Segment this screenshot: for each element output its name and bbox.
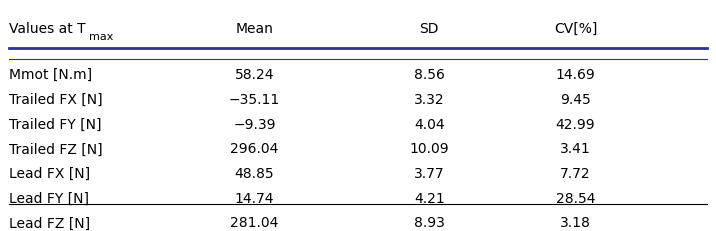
Text: max: max (89, 32, 114, 42)
Text: Lead FZ [N]: Lead FZ [N] (9, 216, 90, 231)
Text: 28.54: 28.54 (556, 192, 595, 206)
Text: 3.77: 3.77 (414, 167, 445, 181)
Text: 8.93: 8.93 (414, 216, 445, 231)
Text: 281.04: 281.04 (231, 216, 279, 231)
Text: 7.72: 7.72 (560, 167, 591, 181)
Text: 14.69: 14.69 (556, 68, 596, 82)
Text: Values at T: Values at T (9, 22, 85, 36)
Text: 48.85: 48.85 (235, 167, 274, 181)
Text: 42.99: 42.99 (556, 118, 595, 132)
Text: 4.21: 4.21 (414, 192, 445, 206)
Text: 9.45: 9.45 (560, 93, 591, 107)
Text: 14.74: 14.74 (235, 192, 274, 206)
Text: 8.56: 8.56 (414, 68, 445, 82)
Text: −35.11: −35.11 (229, 93, 280, 107)
Text: 296.04: 296.04 (231, 143, 279, 156)
Text: Lead FY [N]: Lead FY [N] (9, 192, 89, 206)
Text: −9.39: −9.39 (233, 118, 276, 132)
Text: SD: SD (420, 22, 439, 36)
Text: 3.18: 3.18 (560, 216, 591, 231)
Text: 10.09: 10.09 (410, 143, 449, 156)
Text: Mean: Mean (236, 22, 274, 36)
Text: 4.04: 4.04 (414, 118, 445, 132)
Text: Trailed FY [N]: Trailed FY [N] (9, 118, 101, 132)
Text: CV[%]: CV[%] (554, 22, 597, 36)
Text: Lead FX [N]: Lead FX [N] (9, 167, 90, 181)
Text: 3.41: 3.41 (560, 143, 591, 156)
Text: Trailed FZ [N]: Trailed FZ [N] (9, 143, 102, 156)
Text: Trailed FX [N]: Trailed FX [N] (9, 93, 102, 107)
Text: 58.24: 58.24 (235, 68, 274, 82)
Text: Mmot [N.m]: Mmot [N.m] (9, 68, 92, 82)
Text: 3.32: 3.32 (414, 93, 445, 107)
